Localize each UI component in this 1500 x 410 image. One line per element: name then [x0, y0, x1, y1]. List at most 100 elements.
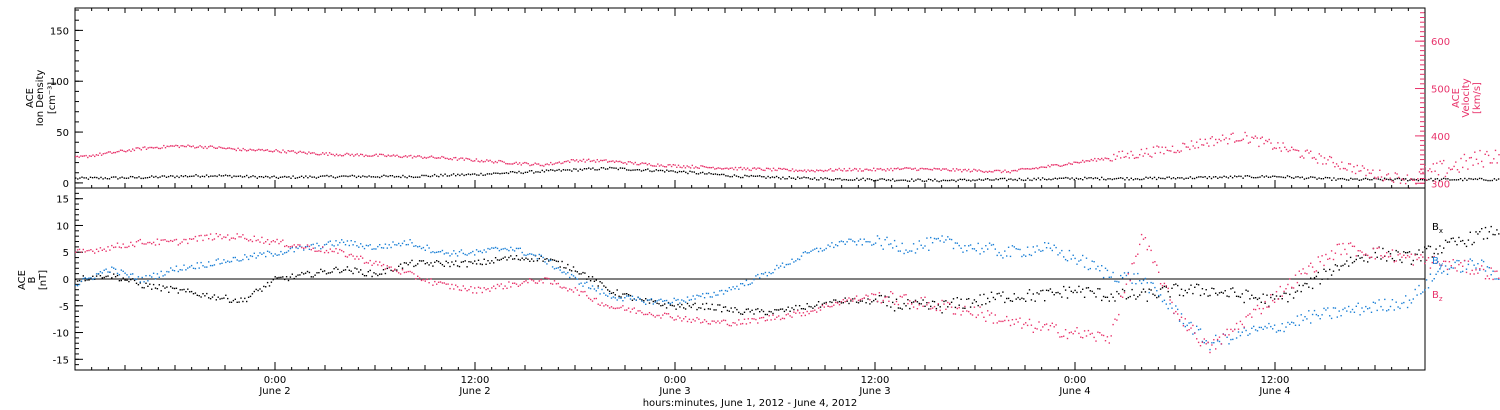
bottom-data-point — [1175, 305, 1177, 307]
bottom-data-point — [937, 303, 939, 305]
top-data-point — [290, 150, 293, 152]
bottom-data-point — [570, 270, 573, 272]
bottom-data-point — [591, 285, 594, 287]
top-data-point — [803, 176, 805, 178]
bottom-data-point — [800, 315, 803, 317]
top-data-point — [873, 167, 875, 169]
top-data-point — [497, 172, 499, 174]
top-data-point — [539, 171, 541, 173]
top-data-point — [719, 167, 721, 169]
top-data-point — [750, 169, 752, 172]
bottom-data-point — [242, 300, 244, 303]
bottom-data-point — [88, 277, 90, 279]
bottom-data-point — [94, 252, 96, 254]
bottom-data-point — [1416, 294, 1418, 296]
bottom-data-point — [665, 313, 668, 315]
top-data-point — [1215, 138, 1217, 141]
bottom-data-point — [1061, 296, 1063, 298]
bottom-data-point — [1047, 289, 1050, 292]
bottom-data-point — [683, 307, 685, 309]
bottom-data-point — [1427, 257, 1430, 259]
top-data-point — [531, 170, 533, 172]
bottom-data-point — [650, 298, 653, 301]
bottom-data-point — [812, 310, 814, 312]
bottom-data-point — [992, 243, 995, 246]
top-data-point — [214, 147, 217, 149]
bottom-data-point — [318, 245, 320, 247]
bottom-data-point — [1116, 280, 1118, 283]
top-data-point — [479, 161, 481, 163]
bottom-data-point — [551, 266, 554, 268]
top-data-point — [933, 167, 935, 170]
bottom-data-point — [230, 237, 233, 239]
bottom-data-point — [479, 250, 482, 252]
bottom-data-point — [629, 298, 632, 300]
bottom-data-point — [559, 269, 561, 271]
top-data-point — [308, 151, 310, 153]
top-data-point — [1208, 176, 1211, 178]
bottom-data-point — [515, 255, 518, 257]
bottom-data-point — [557, 260, 559, 263]
top-data-point — [897, 167, 899, 169]
bottom-data-point — [1144, 277, 1147, 280]
top-data-point — [649, 170, 651, 172]
bottom-data-point — [650, 298, 653, 300]
bottom-data-point — [1146, 282, 1148, 284]
top-data-point — [499, 173, 501, 175]
top-data-point — [547, 169, 550, 172]
top-data-point — [934, 178, 936, 180]
bottom-data-point — [1444, 260, 1447, 263]
top-data-point — [95, 154, 98, 156]
top-data-point — [448, 158, 450, 160]
bottom-data-point — [468, 252, 470, 255]
bottom-data-point — [287, 279, 290, 282]
top-data-point — [1337, 165, 1339, 167]
top-data-point — [1069, 163, 1072, 165]
top-data-point — [921, 167, 923, 170]
bottom-data-point — [255, 257, 257, 259]
bottom-data-point — [1019, 317, 1021, 319]
bottom-data-point — [622, 293, 624, 295]
top-data-point — [672, 170, 674, 172]
bottom-data-point — [510, 246, 512, 249]
top-data-point — [159, 147, 161, 150]
bottom-data-point — [1021, 297, 1023, 299]
top-data-point — [92, 154, 94, 156]
top-data-point — [879, 167, 882, 170]
bottom-data-point — [1420, 254, 1422, 256]
bottom-data-point — [88, 249, 90, 252]
bottom-data-point — [1304, 316, 1306, 318]
bottom-data-point — [774, 268, 776, 271]
bottom-data-point — [1401, 256, 1403, 258]
bottom-data-point — [702, 293, 704, 295]
bottom-data-point — [156, 273, 159, 275]
bottom-data-point — [671, 317, 673, 319]
top-data-point — [1189, 176, 1192, 178]
bottom-data-point — [757, 322, 759, 324]
top-data-point — [1168, 150, 1170, 152]
top-data-point — [909, 167, 911, 169]
top-data-point — [658, 165, 661, 167]
bottom-data-point — [1102, 334, 1105, 337]
top-data-point — [589, 160, 592, 163]
bottom-data-point — [766, 313, 768, 316]
bottom-data-point — [740, 323, 742, 325]
bottom-data-point — [175, 265, 178, 267]
bottom-data-point — [956, 242, 958, 244]
bottom-data-point — [101, 277, 103, 279]
bottom-data-point — [253, 235, 255, 237]
top-data-point — [965, 179, 968, 182]
top-data-point — [399, 156, 402, 158]
bottom-data-point — [873, 299, 875, 302]
top-data-point — [439, 157, 441, 159]
bottom-data-point — [593, 280, 596, 282]
bottom-data-point — [977, 242, 979, 245]
top-data-point — [885, 170, 887, 172]
bottom-data-point — [1414, 254, 1416, 256]
bottom-data-point — [398, 265, 400, 267]
bottom-data-point — [1196, 338, 1198, 340]
bottom-data-point — [561, 260, 563, 263]
top-data-point — [85, 177, 87, 179]
bottom-data-point — [1336, 265, 1338, 267]
bottom-data-point — [232, 256, 235, 259]
